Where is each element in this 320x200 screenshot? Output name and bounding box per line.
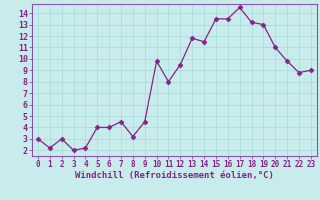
X-axis label: Windchill (Refroidissement éolien,°C): Windchill (Refroidissement éolien,°C) xyxy=(75,171,274,180)
